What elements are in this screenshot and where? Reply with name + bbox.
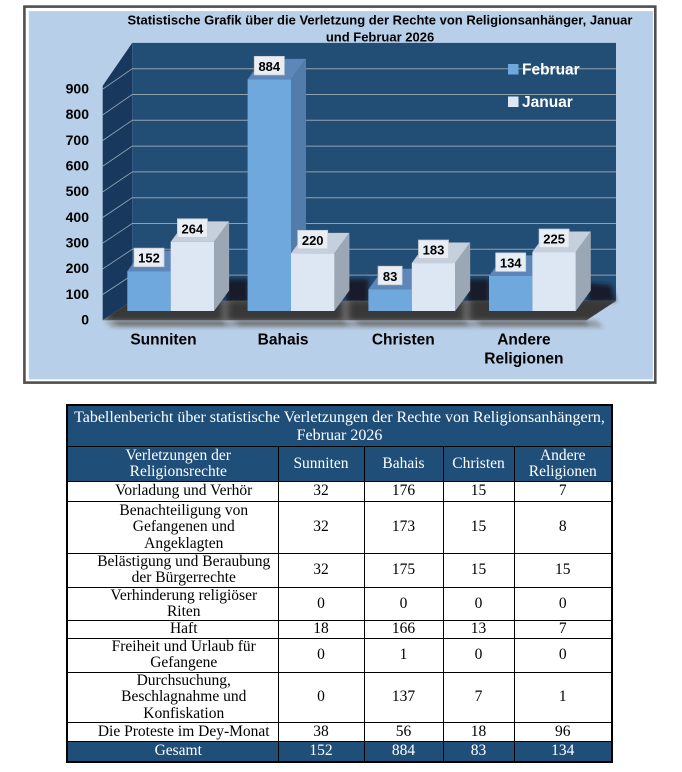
svg-text:700: 700 [66,132,90,148]
svg-text:Februar: Februar [522,62,580,79]
svg-text:200: 200 [66,260,90,276]
svg-text:800: 800 [66,106,90,122]
svg-text:183: 183 [423,243,445,258]
svg-text:Bahais: Bahais [258,332,309,349]
svg-text:220: 220 [302,233,324,248]
svg-text:Sunniten: Sunniten [130,332,196,349]
svg-text:500: 500 [66,183,90,199]
svg-text:Christen: Christen [372,332,435,349]
svg-text:und Februar 2026: und Februar 2026 [326,30,434,45]
svg-text:134: 134 [500,255,522,270]
svg-text:83: 83 [383,269,397,284]
svg-text:884: 884 [258,59,280,74]
svg-text:225: 225 [543,232,565,247]
svg-text:Januar: Januar [522,94,573,111]
svg-text:264: 264 [182,221,204,236]
svg-text:0: 0 [81,312,89,328]
svg-text:600: 600 [66,158,90,174]
svg-text:300: 300 [66,235,90,251]
svg-text:152: 152 [138,251,160,266]
svg-text:Religionen: Religionen [484,351,563,368]
svg-text:Andere: Andere [497,332,551,349]
svg-text:100: 100 [66,286,90,302]
svg-text:Statistische Grafik über die V: Statistische Grafik über die Verletzung … [128,13,633,28]
svg-text:400: 400 [66,209,90,225]
svg-text:900: 900 [66,81,90,97]
